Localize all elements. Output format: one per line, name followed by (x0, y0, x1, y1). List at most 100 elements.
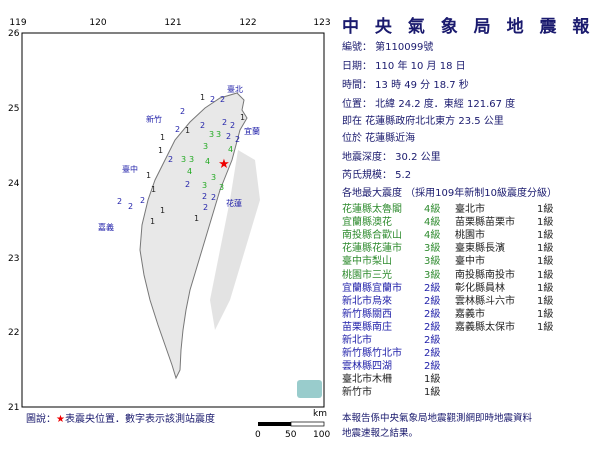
lat-tick-label: 24 (8, 179, 20, 189)
station-name: 嘉義市 (455, 308, 485, 320)
station-intensity-mark: 1 (146, 171, 151, 180)
station-name: 臺東縣長濱 (455, 243, 505, 255)
station-intensity-mark: 2 (175, 125, 180, 134)
station-level: 3級 (424, 243, 441, 255)
lat-tick-label: 26 (8, 29, 20, 39)
info-line: 位於 花蓮縣近海 (342, 133, 416, 144)
lat-tick-label: 21 (8, 403, 19, 413)
scale-tick-100: 100 (313, 430, 331, 440)
city-label: 新竹 (146, 114, 162, 124)
station-intensity-mark: 1 (200, 93, 205, 102)
station-level: 4級 (424, 217, 441, 229)
station-level: 1級 (537, 256, 554, 268)
station-intensity-mark: 4 (205, 157, 210, 166)
info-line: 時間： 13 時 49 分 18.7 秒 (342, 80, 469, 91)
station-level: 1級 (537, 217, 554, 229)
station-intensity-mark: 1 (194, 214, 199, 223)
city-label: 臺北 (227, 84, 243, 94)
lon-tick-label: 121 (164, 18, 181, 28)
station-intensity-mark: 2 (220, 95, 225, 104)
station-intensity-mark: 3 (216, 130, 221, 139)
lon-tick-label: 122 (239, 18, 256, 28)
station-intensity-mark: 3 (219, 183, 224, 192)
info-line: 位置： 北緯 24.2 度．東經 121.67 度 (342, 99, 516, 110)
city-label: 嘉義 (98, 222, 114, 232)
note-line-2: 地震速報之結果。 (342, 428, 419, 439)
city-label: 花蓮 (226, 198, 242, 208)
lat-tick-label: 25 (8, 104, 19, 114)
station-name: 桃園市三光 (342, 269, 392, 281)
map-legend: 圖說：★表震央位置．數字表示該測站震度 (26, 410, 215, 425)
station-name: 雲林縣斗六市 (455, 295, 515, 307)
scale-bar-black (258, 422, 291, 426)
station-level: 1級 (537, 204, 554, 215)
station-intensity-mark: 1 (160, 206, 165, 215)
station-name: 花蓮縣花蓮市 (342, 243, 402, 255)
scale-unit: km (313, 409, 327, 419)
station-name: 新北市 (342, 335, 372, 346)
station-level: 2級 (424, 282, 441, 294)
station-name: 新北市烏來 (342, 295, 392, 307)
station-level: 3級 (424, 256, 441, 268)
info-line: 地震深度： 30.2 公里 (342, 152, 441, 163)
scale-tick-50: 50 (285, 430, 297, 440)
station-intensity-mark: 4 (187, 167, 192, 176)
station-intensity-mark: 1 (185, 126, 190, 135)
station-level: 1級 (424, 374, 441, 386)
mountain-shading (210, 150, 260, 330)
station-level: 4級 (424, 230, 441, 242)
station-level: 2級 (424, 335, 441, 346)
station-name: 嘉義縣太保市 (455, 321, 515, 333)
station-level: 2級 (424, 348, 441, 360)
station-intensity-mark: 2 (180, 107, 185, 116)
note-line-1: 本報告係中央氣象局地震觀測網即時地震資料 (342, 413, 533, 424)
station-level: 1級 (537, 295, 554, 307)
station-level: 1級 (537, 230, 554, 242)
scale-tick-0: 0 (255, 430, 261, 440)
city-label: 臺中 (122, 164, 138, 174)
station-name: 新竹縣竹北市 (342, 348, 402, 360)
station-level: 1級 (537, 308, 554, 320)
station-intensity-mark: 3 (181, 155, 186, 164)
station-name: 桃園市 (455, 230, 485, 242)
lat-tick-label: 22 (8, 328, 19, 338)
station-intensity-mark: 2 (226, 132, 231, 141)
legend-text: 表震央位置．數字表示該測站震度 (64, 414, 215, 425)
station-intensity-mark: 2 (222, 118, 227, 127)
station-intensity-mark: 1 (160, 133, 165, 142)
scale-bar-white (290, 421, 325, 427)
info-line: 芮氏規模： 5.2 (342, 170, 412, 181)
station-name: 臺中市 (455, 256, 485, 268)
station-level: 1級 (537, 282, 554, 294)
station-intensity-mark: 2 (128, 202, 133, 211)
station-intensity-mark: 2 (140, 196, 145, 205)
station-level: 2級 (424, 321, 441, 333)
info-line: 日期： 110 年 10 月 18 日 (342, 61, 466, 72)
station-name: 臺北市 (455, 204, 485, 215)
info-line: 各地最大震度 （採用109年新制10級震度分級） (342, 188, 557, 199)
station-name: 新竹縣關西 (342, 308, 392, 320)
city-label: 宜蘭 (244, 126, 260, 136)
station-level: 1級 (537, 321, 554, 333)
lon-tick-label: 119 (9, 18, 26, 28)
station-name: 南投縣合歡山 (342, 230, 402, 242)
lon-tick-label: 120 (89, 18, 106, 28)
cwb-logo (297, 380, 322, 398)
station-level: 1級 (537, 243, 554, 255)
station-intensity-mark: 1 (150, 217, 155, 226)
station-intensity-mark: 2 (168, 155, 173, 164)
station-intensity-mark: 2 (203, 203, 208, 212)
report-title: 中 央 氣 象 局 地 震 報 告 (342, 17, 600, 37)
station-name: 新竹市 (342, 387, 372, 399)
station-intensity-mark: 2 (210, 95, 215, 104)
station-intensity-mark: 3 (209, 130, 214, 139)
lon-tick-label: 123 (313, 18, 330, 28)
station-intensity-mark: 3 (203, 142, 208, 151)
station-intensity-mark: 1 (151, 185, 156, 194)
station-intensity-mark: 2 (117, 197, 122, 206)
station-name: 宜蘭縣澳花 (342, 217, 392, 229)
station-level: 4級 (424, 204, 441, 215)
station-name: 苗栗縣苗栗市 (455, 217, 515, 229)
station-name: 臺中市梨山 (342, 256, 392, 268)
